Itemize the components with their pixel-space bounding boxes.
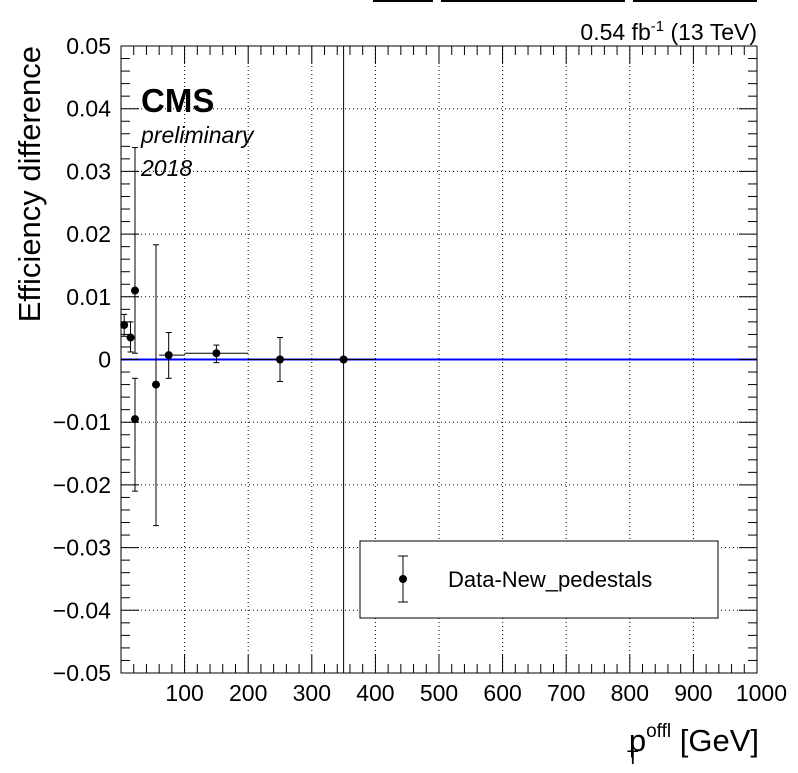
x-tick-label: 500 (420, 680, 458, 706)
lumi-value: 0.54 fb (580, 19, 650, 45)
y-tick-label: 0 (98, 347, 111, 373)
data-point (248, 337, 312, 382)
y-tick-label: 0.01 (66, 284, 111, 310)
y-tick-label: 0.02 (66, 221, 111, 247)
axis-ticks (120, 45, 758, 674)
y-tick-label: −0.02 (53, 472, 111, 498)
energy-label: (13 TeV) (664, 19, 757, 45)
x-tick-label: 200 (229, 680, 267, 706)
data-marker (151, 380, 160, 389)
y-tick-label: 0.05 (66, 33, 111, 59)
preliminary-label: preliminary (140, 122, 255, 148)
x-axis-title-unit: [GeV] (671, 723, 759, 758)
y-tick-label: −0.05 (53, 660, 111, 686)
data-point (151, 244, 160, 527)
data-marker (130, 286, 139, 295)
legend-marker (399, 575, 407, 583)
y-axis-title: Efficiency difference (12, 46, 47, 322)
data-marker (164, 351, 173, 360)
data-marker (120, 321, 129, 330)
legend-entry-label: Data-New_pedestals (448, 567, 652, 592)
x-tick-label: 100 (165, 680, 203, 706)
x-axis-title-main: p (629, 723, 646, 758)
data-marker (212, 349, 221, 358)
lumi-exponent: -1 (651, 18, 664, 35)
x-tick-label: 900 (674, 680, 712, 706)
data-marker (130, 415, 139, 424)
year-label: 2018 (140, 155, 192, 181)
y-tick-label: −0.03 (53, 535, 111, 561)
y-tick-label: −0.01 (53, 409, 111, 435)
data-marker (126, 333, 135, 342)
x-axis-title: poffl [GeV] (629, 721, 759, 758)
x-tick-label: 400 (356, 680, 394, 706)
data-marker (276, 355, 284, 364)
x-tick-label: 300 (293, 680, 331, 706)
legend-box (359, 540, 719, 619)
y-tick-label: −0.04 (53, 597, 111, 623)
data-point (130, 147, 139, 354)
y-tick-label: 0.04 (66, 96, 111, 122)
y-tick-label: 0.03 (66, 158, 111, 184)
data-point (311, 46, 376, 673)
x-tick-labels: 100 200 300 400 500 600 700 800 900 1000 (165, 680, 787, 706)
data-marker (339, 355, 348, 364)
data-point (120, 313, 129, 337)
data-point (159, 332, 185, 379)
grid (121, 46, 757, 673)
x-tick-label: 1000 (736, 680, 787, 706)
x-axis-title-sub: T (627, 748, 639, 769)
cms-label: CMS (141, 82, 214, 119)
data-point (184, 344, 249, 364)
x-tick-label: 800 (611, 680, 649, 706)
data-point (126, 321, 135, 353)
x-tick-label: 700 (547, 680, 585, 706)
x-tick-label: 600 (483, 680, 521, 706)
y-tick-labels: 0.05 0.04 0.03 0.02 0.01 0 −0.01 −0.02 −0.03 −0.0… (53, 33, 111, 686)
legend: Data-New_pedestals (359, 540, 719, 619)
x-axis-title-sup: offl (646, 721, 671, 742)
data-point (130, 377, 139, 492)
lumi-label: 0.54 fb-1 (13 TeV) (580, 18, 757, 45)
data-points (120, 46, 376, 673)
